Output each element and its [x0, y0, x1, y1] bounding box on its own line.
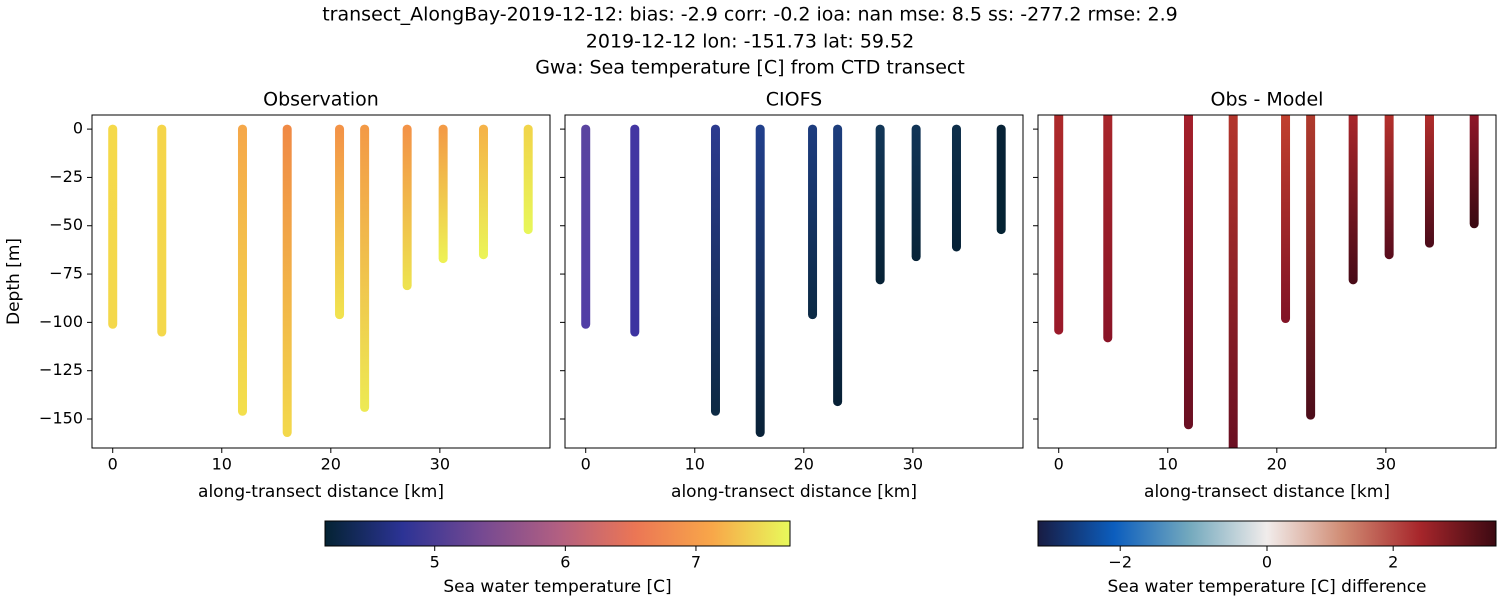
x-tick-label: 10	[212, 455, 232, 474]
y-tick-label: −150	[39, 409, 83, 428]
x-tick-label: 20	[794, 455, 814, 474]
colorbar	[1037, 520, 1497, 547]
title-line: 2019-12-12 lon: -151.73 lat: 59.52	[586, 31, 914, 53]
colorbar-tick-label: −2	[1108, 553, 1132, 572]
y-tick-label: 0	[73, 119, 83, 138]
axes-frame	[91, 114, 551, 449]
x-axis-label: along-transect distance [km]	[1144, 482, 1390, 502]
title-line: Gwa: Sea temperature [C] from CTD transe…	[535, 57, 965, 79]
title-line: transect_AlongBay-2019-12-12: bias: -2.9…	[322, 4, 1178, 26]
y-axis-label: Depth [m]	[4, 238, 24, 325]
x-tick-label: 10	[685, 455, 705, 474]
colorbar-tick-label: 6	[560, 553, 570, 572]
y-tick-label: −125	[39, 360, 83, 379]
x-tick-label: 30	[430, 455, 450, 474]
y-tick-label: −75	[49, 264, 83, 283]
colorbar-label: Sea water temperature [C] difference	[1107, 577, 1426, 597]
x-tick-label: 20	[1267, 455, 1287, 474]
colorbar-tick-label: 0	[1262, 553, 1272, 572]
panel-title: Obs - Model	[1211, 89, 1324, 111]
colorbar-tick-label: 5	[430, 553, 440, 572]
x-tick-label: 0	[1054, 455, 1064, 474]
colorbar	[324, 520, 791, 547]
panel-title: Observation	[263, 89, 379, 111]
x-tick-label: 30	[903, 455, 923, 474]
colorbar-label: Sea water temperature [C]	[443, 577, 671, 597]
x-axis-label: along-transect distance [km]	[198, 482, 444, 502]
x-tick-label: 0	[581, 455, 591, 474]
colorbar-tick-label: 7	[691, 553, 701, 572]
axes-frame	[564, 114, 1024, 449]
axes-frame	[1037, 114, 1497, 449]
x-tick-label: 10	[1158, 455, 1178, 474]
panel-title: CIOFS	[766, 89, 822, 111]
y-tick-label: −25	[49, 167, 83, 186]
x-tick-label: 20	[321, 455, 341, 474]
x-axis-label: along-transect distance [km]	[671, 482, 917, 502]
y-tick-label: −100	[39, 312, 83, 331]
x-tick-label: 0	[108, 455, 118, 474]
y-tick-label: −50	[49, 215, 83, 234]
colorbar-tick-label: 2	[1388, 553, 1398, 572]
x-tick-label: 30	[1376, 455, 1396, 474]
